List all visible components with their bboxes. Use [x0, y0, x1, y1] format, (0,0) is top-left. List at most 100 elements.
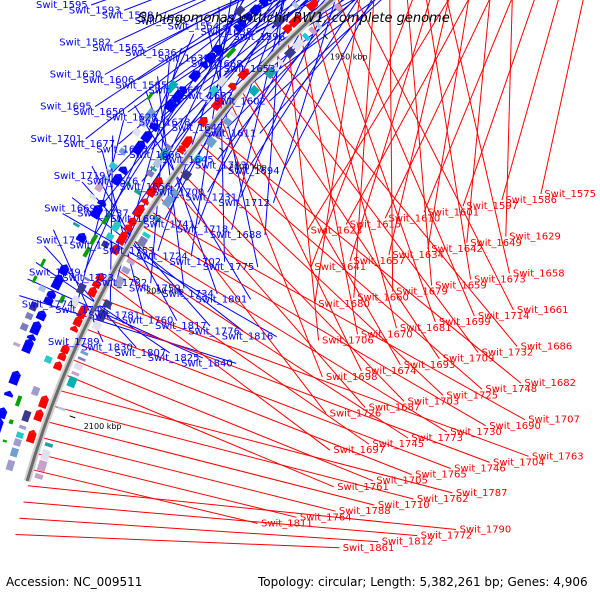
forward-gene-label: Swit_1695 [40, 102, 92, 113]
scale-tick-label: 2050 kbp [146, 287, 184, 296]
label-leader-line [44, 245, 137, 348]
reverse-gene-label: Swit_1726 [330, 409, 382, 420]
label-leader-line [427, 0, 470, 249]
label-leader-line [353, 0, 375, 298]
label-leader-line [230, 104, 362, 372]
reverse-gene-label: Swit_1861 [343, 543, 395, 554]
reverse-gene-label: Swit_1610 [389, 213, 441, 224]
forward-gene-label: Swit_1724 [136, 251, 188, 262]
reverse-gene-label: Swit_1586 [505, 195, 557, 206]
label-leader-line [86, 328, 451, 469]
forward-gene-label: Swit_1840 [181, 358, 233, 369]
label-leader-line [462, 0, 535, 207]
scale-ticks: 1700 kbp1750 kbp1800 kbp1850 kbp1900 kbp… [69, 34, 368, 431]
reverse-gene-label: Swit_1674 [365, 366, 417, 377]
reverse-gene-label: Swit_1764 [300, 512, 352, 523]
forward-gene-label: Swit_1653 [224, 64, 276, 75]
label-leader-line [116, 269, 370, 445]
label-leader-line [72, 359, 373, 482]
forward-gene-label: Swit_1633 [96, 144, 148, 155]
scale-tick-label: 1950 kbp [330, 52, 368, 61]
scale-tick [133, 275, 140, 280]
reverse-gene-label: Swit_1649 [470, 238, 522, 249]
forward-gene-label: Swit_1585 [116, 80, 168, 91]
label-leader-line [104, 0, 240, 75]
label-leader-line [169, 183, 366, 408]
label-leader-line [141, 0, 296, 182]
label-leader-line [253, 79, 440, 359]
reverse-gene-label: Swit_1725 [446, 390, 498, 401]
reverse-gene-label: Swit_1748 [485, 384, 537, 395]
forward-gene-label: Swit_1645 [162, 155, 214, 166]
reverse-gene-label: Swit_1682 [524, 378, 576, 389]
reverse-gene-label: Swit_1659 [435, 281, 487, 292]
forward-gene-label: Swit_1632 [181, 91, 233, 102]
reverse-gene-label: Swit_1787 [456, 488, 508, 499]
reverse-gene-label: Swit_1714 [478, 311, 530, 322]
label-leader-line [501, 0, 559, 201]
reverse-strand-annotations [5, 1, 300, 472]
reverse-gene-label: Swit_1709 [443, 354, 495, 365]
forward-gene-label: Swit_1554 [168, 21, 220, 32]
label-leader-line [446, 0, 510, 274]
reverse-gene-label: Swit_1812 [382, 537, 434, 548]
forward-gene-label: Swit_1700 [153, 187, 205, 198]
reverse-gene-label: Swit_1772 [421, 531, 473, 542]
forward-gene-label: Swit_1667 [148, 86, 200, 97]
label-leader-line [32, 469, 258, 524]
forward-gene-label: Swit_1723 [62, 273, 114, 284]
forward-gene-label: Swit_1677 [63, 139, 115, 150]
reverse-gene-label: Swit_1679 [396, 287, 448, 298]
label-leader-line [23, 501, 418, 537]
label-leader-line [48, 421, 375, 506]
reverse-gene-label: Swit_1693 [404, 360, 456, 371]
label-leader-line [276, 54, 518, 347]
label-leader-line [118, 0, 287, 145]
inner-annotations [34, 2, 343, 480]
label-leader-line [59, 390, 453, 494]
forward-gene-label: Swit_1830 [81, 342, 133, 353]
label-leader-line [231, 0, 285, 230]
reverse-gene-label: Swit_1790 [460, 525, 512, 536]
forward-gene-label: Swit_1636 [125, 48, 177, 59]
reverse-gene-label: Swit_1762 [417, 494, 469, 505]
forward-gene-label: Swit_1801 [196, 294, 248, 305]
reverse-gene-label: Swit_1710 [378, 500, 430, 511]
label-leader-line [406, 0, 433, 286]
forward-gene-label: Swit_1731 [185, 193, 237, 204]
label-leader-line [142, 225, 487, 427]
label-leader-line [27, 485, 457, 530]
accession-text: Accession: NC_009511 [6, 575, 143, 589]
reverse-gene-label: Swit_1575 [544, 189, 596, 200]
forward-gene-label: Swit_1817 [155, 321, 207, 332]
reverse-gene-label: Swit_1658 [513, 268, 565, 279]
scale-tick [219, 147, 225, 152]
label-leader-line [287, 43, 320, 341]
forward-gene-label: Swit_1578 [135, 16, 187, 27]
label-leader-line [85, 0, 266, 140]
scale-tick [69, 415, 76, 419]
reverse-gene-label: Swit_1680 [318, 299, 370, 310]
label-leader-line [37, 453, 297, 518]
label-leader-line [216, 0, 343, 161]
scale-tick [323, 34, 328, 40]
forward-gene-label: Swit_1702 [169, 257, 221, 268]
reverse-gene-label: Swit_1641 [314, 262, 366, 273]
label-leader-line [282, 0, 373, 172]
label-leader-line [249, 0, 359, 166]
reverse-gene-label: Swit_1681 [400, 323, 452, 334]
forward-strand-annotations [12, 4, 246, 348]
forward-gene-label: Swit_1753 [103, 246, 155, 257]
forward-gene-label: Swit_1678 [139, 118, 191, 129]
backbone-ring [25, 0, 335, 482]
reverse-gene-label: Swit_1673 [474, 274, 526, 285]
label-leader-line [179, 170, 405, 402]
forward-gene-label: Swit_1669 [44, 203, 96, 214]
label-leader-line [170, 0, 301, 86]
forward-gene-label: Swit_1737 [77, 209, 129, 220]
label-leader-line [160, 0, 309, 118]
forward-gene-label: Swit_1711 [70, 241, 122, 252]
forward-gene-label: Swit_1712 [218, 198, 270, 209]
label-leader-line [150, 61, 170, 284]
label-leader-line [268, 0, 382, 102]
